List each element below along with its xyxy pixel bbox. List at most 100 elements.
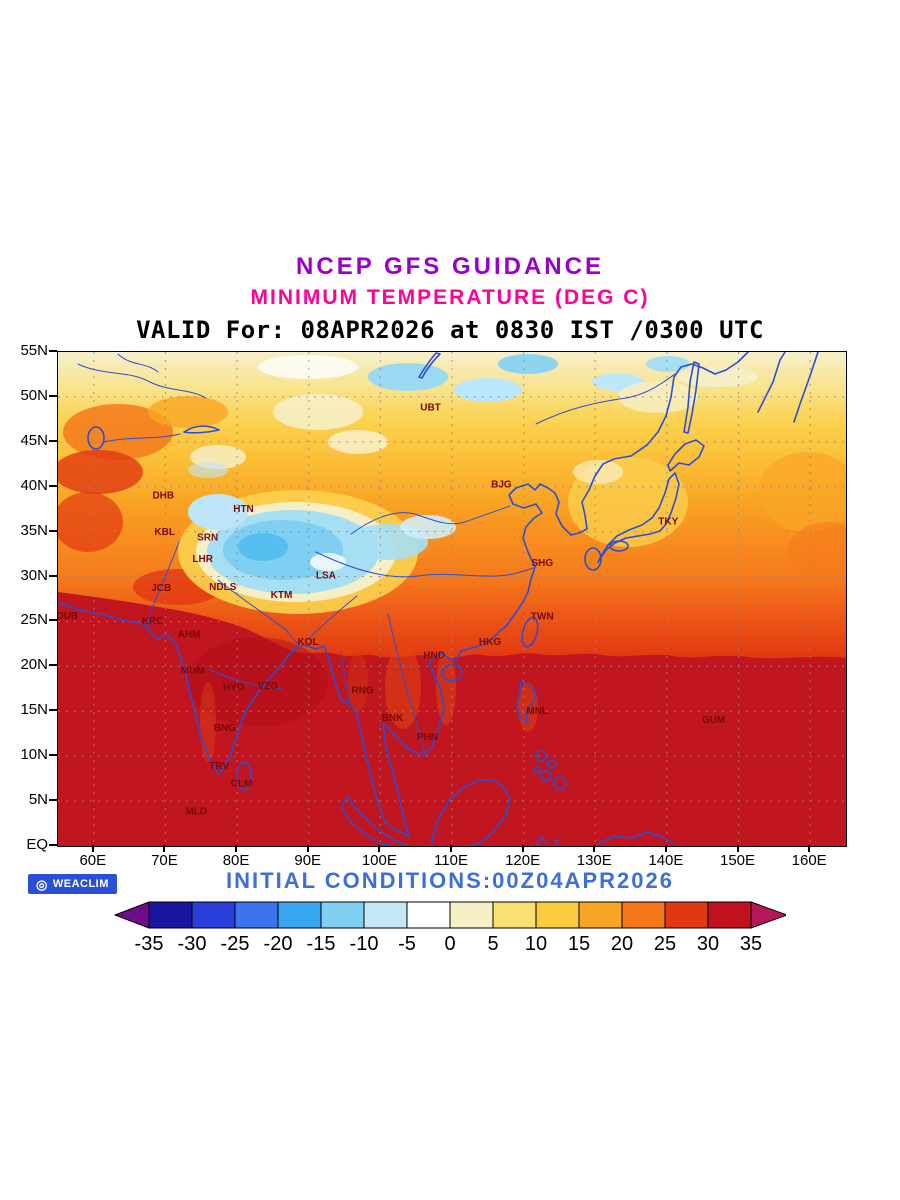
station-label: TKY [658,517,678,528]
station-label: HND [423,650,445,661]
station-label: PHN [417,732,438,743]
y-axis-label: 35N [20,521,48,539]
station-label: HTN [233,504,254,515]
colorbar-segment [621,901,666,929]
station-label: LSA [316,570,336,581]
aral-sea [87,426,105,450]
station-label: MNL [526,706,548,717]
gridlines [58,352,846,846]
station-label: AHM [178,630,201,641]
station-label: SHG [531,558,553,569]
y-axis-tick [49,394,57,397]
y-axis-tick [49,484,57,487]
x-axis-label: 110E [434,852,468,869]
station-label: KRC [142,616,164,627]
mainland-asia-coast [58,352,749,837]
colorbar-tick-label: 0 [444,933,455,955]
y-axis-label: 50N [20,386,48,404]
y-axis-tick [49,664,57,667]
kamchatka [757,352,819,423]
colorbar-segment [320,901,365,929]
x-axis-label: 70E [151,852,178,869]
station-label: UBT [420,402,441,413]
colorbar-segment [191,901,236,929]
station-label: TRV [209,761,229,772]
station-label: SRN [197,533,218,544]
y-axis-label: 15N [20,701,48,719]
weaclim-badge: ◎ WEACLIM [28,874,117,894]
station-label: DUB [58,611,78,622]
station-labels: UBT BJG TKY SHG DHB HTN KBL SRN LHR LSA JCB NDLS KTM… [58,402,725,817]
y-axis-label: 10N [20,746,48,764]
station-label: KOL [297,637,318,648]
shikoku [609,540,629,552]
colorbar-segment [535,901,580,929]
y-axis-label: 25N [20,611,48,629]
colorbar-segment [492,901,537,929]
y-axis-tick [49,709,57,712]
y-axis-tick [49,844,57,846]
station-label: JCB [151,583,171,594]
x-axis-tick [378,845,381,852]
hot-spots-inner [188,637,538,762]
station-label: VZG [258,681,279,692]
hokkaido [667,439,705,472]
weaclim-badge-label: WEACLIM [52,878,109,890]
y-axis-label: 30N [20,566,48,584]
luzon [516,681,537,724]
colorbar-tick-label: -30 [178,933,207,955]
initial-conditions-text: INITIAL CONDITIONS:00Z04APR2026 [226,868,674,893]
x-axis-label: 90E [294,852,322,869]
station-label: MUM [181,666,205,677]
lake-balkhash [183,425,220,434]
station-label: RNG [351,685,373,696]
station-label: NDLS [209,582,237,593]
colorbar-tick-label: 30 [697,933,719,955]
station-label: GUM [702,715,725,726]
new-guinea [597,831,675,845]
y-axis-tick [49,439,57,442]
title-valid-time: VALID For: 08APR2026 at 0830 IST /0300 U… [136,316,764,344]
colorbar-segment [363,901,408,929]
colorbar-tick-label: 15 [568,933,590,955]
y-axis-label: EQ [26,836,48,853]
colorbar-segment [406,901,451,929]
station-label: KTM [271,590,293,601]
colorbar-tick-label: -15 [307,933,336,955]
station-label: MLD [185,807,207,818]
y-axis-tick [49,799,57,802]
x-axis-label: 140E [648,852,684,869]
x-axis-tick [593,845,596,852]
x-axis-label: 150E [720,852,756,869]
y-axis-tick [49,754,57,757]
y-axis-label: 5N [28,791,48,809]
colorbar-segment [277,901,322,929]
colorbar-tick-label: -5 [398,933,416,955]
x-axis-tick [450,845,452,852]
x-axis-label: 100E [361,852,397,869]
x-axis-label: 130E [576,852,612,869]
sakhalin [683,361,700,434]
x-axis-tick [521,845,524,852]
colorbar-segment [449,901,494,929]
colorbar-segment [234,901,279,929]
x-axis-label: 120E [505,852,541,869]
coastlines [58,352,819,846]
x-axis-tick [306,845,309,852]
colorbar-tick-label: -10 [350,933,379,955]
title-parameter: MINIMUM TEMPERATURE (DEG C) [250,286,650,309]
x-axis-tick [808,845,811,852]
sumatra [340,796,409,846]
y-axis-tick [49,574,57,577]
station-label: BJG [491,480,512,491]
station-label: KBL [154,527,175,538]
x-axis-label: 80E [222,852,250,869]
x-axis-tick [163,845,166,852]
colorbar-tick-label: -20 [264,933,293,955]
colorbar-tick-label: 35 [740,933,762,955]
colorbar-tick-label: 25 [654,933,676,955]
y-axis-label: 40N [20,476,48,494]
x-axis-tick [235,845,238,852]
x-axis-label: 60E [79,852,107,869]
